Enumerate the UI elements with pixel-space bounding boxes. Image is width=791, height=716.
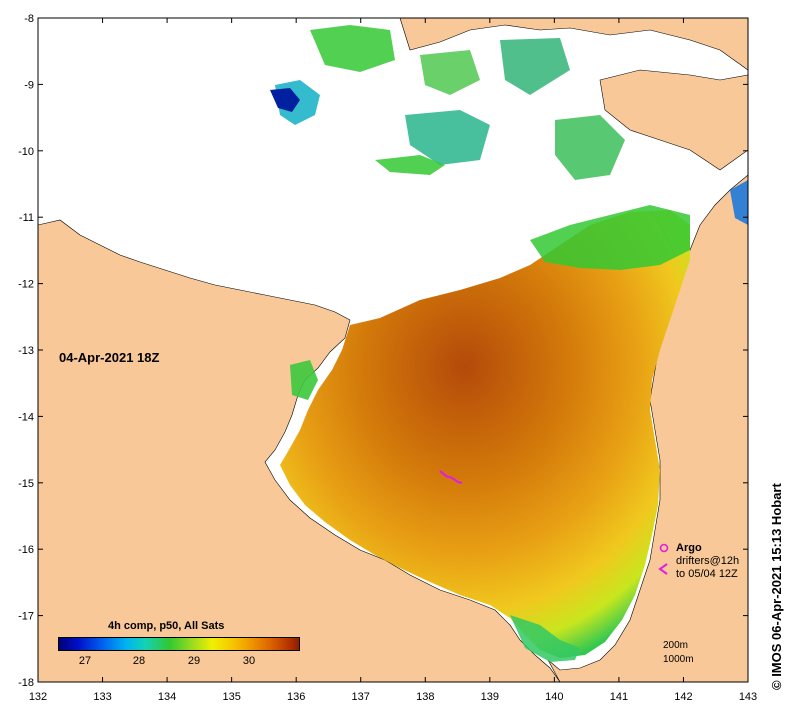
- x-tick-label: 137: [352, 691, 370, 703]
- y-tick-label: -11: [19, 212, 34, 224]
- land-new-guinea-south: [599, 69, 749, 171]
- sst-patch-coast-south: [510, 615, 580, 662]
- sst-patch-north-5: [500, 38, 570, 95]
- y-tick-label: -16: [18, 544, 34, 556]
- map-date-label: 04-Apr-2021 18Z: [59, 350, 160, 365]
- sst-field-gulf: [280, 210, 690, 658]
- sst-patch-cape-east: [730, 180, 748, 225]
- colorbar-tick-label: 28: [132, 655, 146, 667]
- x-tick-label: 136: [287, 691, 305, 703]
- sst-patch-north-2: [270, 88, 300, 112]
- colorbar-title: 4h comp, p50, All Sats: [108, 620, 225, 632]
- y-tick-label: -9: [24, 79, 34, 91]
- argo-marker-icon: [659, 543, 669, 553]
- y-tick-label: -14: [18, 411, 34, 423]
- x-tick-label: 135: [222, 691, 240, 703]
- sst-patch-north-4: [420, 50, 480, 95]
- y-tick-label: -10: [18, 146, 34, 158]
- sst-patch-north-8: [375, 155, 445, 175]
- x-tick-label: 141: [610, 691, 628, 703]
- x-tick-label: 143: [739, 691, 757, 703]
- legend-drifters-period: to 05/04 12Z: [676, 568, 738, 580]
- depth-contour-200-label: 200m: [663, 640, 689, 651]
- x-tick-label: 142: [674, 691, 692, 703]
- y-tick-label: -12: [18, 279, 34, 291]
- y-tick-label: -15: [18, 478, 34, 490]
- x-tick-label: 139: [481, 691, 499, 703]
- x-tick-label: 132: [29, 691, 47, 703]
- argo-drifter-track: [439, 470, 463, 485]
- credit-label: © IMOS 06-Apr-2021 15:13 Hobart: [769, 483, 784, 690]
- land-new-guinea: [399, 17, 749, 71]
- y-tick-label: -18: [18, 677, 34, 689]
- sst-patch-north-6: [405, 110, 490, 165]
- colorbar-tick-label: 30: [242, 655, 256, 667]
- colorbar-tick-label: 27: [78, 655, 92, 667]
- sst-patch-torres: [530, 205, 690, 270]
- temperature-colorbar: [58, 637, 300, 651]
- legend-drifters-label: drifters@12h: [676, 555, 740, 567]
- x-tick-label: 138: [416, 691, 434, 703]
- y-tick-label: -13: [18, 345, 34, 357]
- sst-patch-north-7: [555, 115, 625, 180]
- x-axis: 132 133 134 135 136 137 138 139 140 141 142 143: [29, 18, 757, 703]
- x-tick-label: 133: [93, 691, 111, 703]
- x-tick-label: 140: [545, 691, 563, 703]
- legend-argo-label: Argo: [676, 542, 702, 554]
- depth-contour-1000-label: 1000m: [663, 654, 694, 665]
- colorbar-tick-label: 29: [187, 655, 201, 667]
- drifter-marker-icon: [658, 563, 668, 575]
- sst-patch-north-3: [310, 25, 395, 72]
- y-tick-label: -17: [18, 611, 34, 623]
- land-arnhem: [37, 219, 561, 683]
- y-tick-label: -8: [24, 13, 34, 25]
- x-tick-label: 134: [158, 691, 176, 703]
- sst-patch-coast-west: [290, 360, 318, 400]
- y-axis: -8 -9 -10 -11 -12 -13 -14 -15 -16 -17 -18: [18, 13, 748, 689]
